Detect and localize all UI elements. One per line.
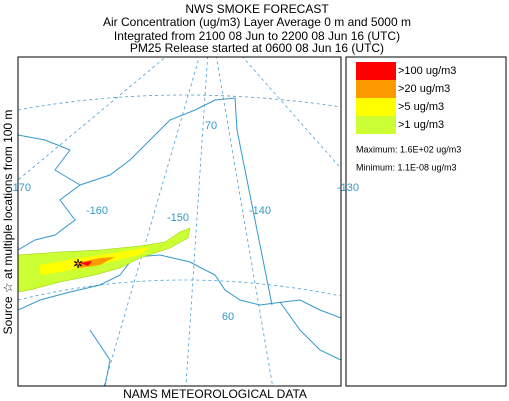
source-marker: ✲: [73, 257, 83, 271]
coastline: [279, 301, 341, 361]
side-label: Source ☆ at multiple locations from 100 …: [1, 110, 15, 335]
graticule-label: -160: [86, 205, 108, 217]
smoke-plume: [80, 261, 92, 266]
legend-frame: [345, 56, 507, 387]
legend-min: Minimum: 1.1E-08 ug/m3: [356, 162, 457, 172]
legend-label: >5 ug/m3: [398, 101, 444, 113]
graticule-label: 70: [205, 120, 217, 132]
graticule: [103, 57, 200, 386]
legend-label: >20 ug/m3: [398, 83, 450, 95]
map: ✲ -170 -160 -150 -140 -130 70 60: [9, 56, 359, 387]
legend-swatch: [356, 62, 396, 80]
footer: NAMS METEOROLOGICAL DATA: [123, 387, 307, 401]
graticule: [242, 57, 341, 170]
smoke-plume: [75, 257, 115, 268]
legend-swatch: [356, 98, 396, 116]
graticule-label: -150: [167, 212, 189, 224]
coastline: [89, 329, 111, 386]
map-frame: [17, 56, 342, 387]
coastline: [79, 97, 238, 186]
subtitle: PM25 Release started at 0600 08 Jun 16 (…: [130, 41, 384, 55]
legend-swatch: [356, 80, 396, 98]
graticule: [185, 57, 208, 386]
subtitle: Air Concentration (ug/m3) Layer Average …: [103, 15, 411, 29]
graticule-label: -140: [249, 205, 271, 217]
legend: Maximum: 1.6E+02 ug/m3 Minimum: 1.1E-08 …: [345, 56, 507, 387]
title: NWS SMOKE FORECAST: [185, 2, 329, 16]
legend-label: >100 ug/m3: [398, 65, 456, 77]
graticule: [215, 57, 274, 386]
coastline: [18, 134, 81, 251]
graticule-label: 60: [222, 311, 234, 323]
graticule: [18, 94, 341, 111]
border: [236, 129, 273, 306]
graticule-label: -130: [337, 182, 359, 194]
legend-swatch: [356, 116, 396, 134]
graticule: [18, 279, 341, 301]
subtitle: Integrated from 2100 08 Jun to 2200 08 J…: [114, 29, 400, 43]
graticule-label: -170: [9, 182, 31, 194]
legend-max: Maximum: 1.6E+02 ug/m3: [356, 144, 461, 154]
legend-label: >1 ug/m3: [398, 119, 444, 131]
coastline: [119, 254, 341, 319]
